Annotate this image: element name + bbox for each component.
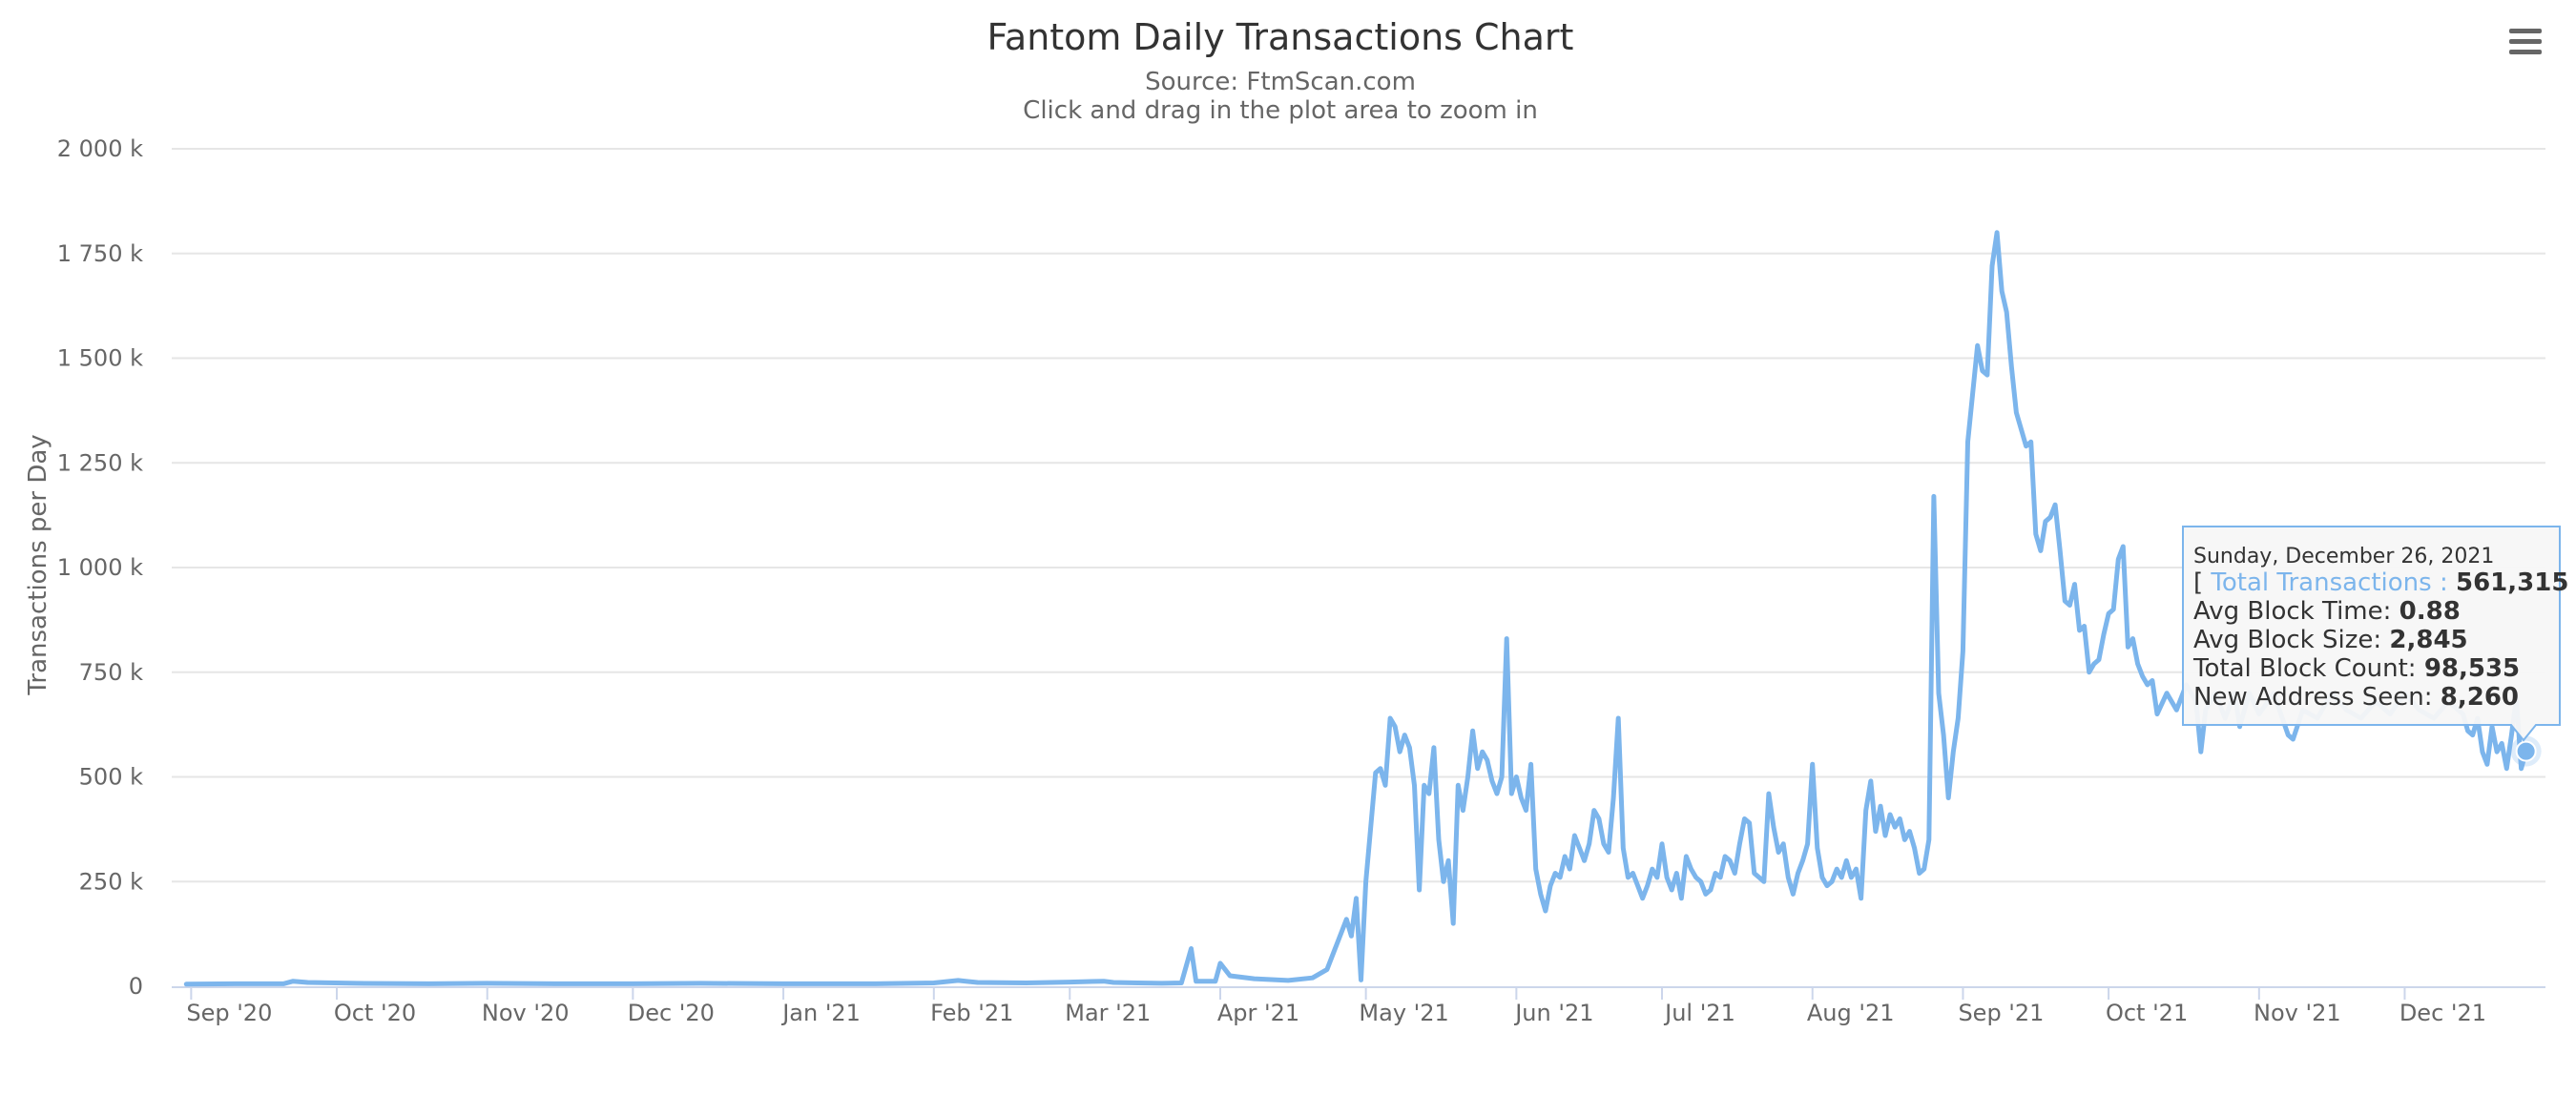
chart-title: Fantom Daily Transactions Chart bbox=[987, 16, 1574, 58]
y-tick-label: 0 bbox=[129, 973, 143, 1000]
tooltip-row: New Address Seen: 8,260 bbox=[2193, 683, 2519, 712]
grid-lines bbox=[172, 148, 2545, 883]
y-tick-label: 500 k bbox=[79, 764, 143, 791]
y-axis-ticks: 0 250 k 500 k 750 k 1 000 k 1 250 k 1 500 k 1 7… bbox=[57, 135, 143, 1000]
hamburger-menu-icon[interactable] bbox=[2503, 19, 2547, 63]
tooltip-open-bracket: [ bbox=[2193, 568, 2211, 597]
x-tick-label: Feb '21 bbox=[930, 1000, 1013, 1026]
x-tick-label: Jan '21 bbox=[780, 1000, 861, 1026]
y-tick-label: 250 k bbox=[79, 868, 143, 895]
tooltip-close-bracket: ] bbox=[2568, 568, 2576, 597]
y-tick-label: 2 000 k bbox=[57, 135, 143, 162]
x-tick-label: May '21 bbox=[1359, 1000, 1448, 1026]
chart-subtitle-hint: Click and drag in the plot area to zoom … bbox=[1023, 96, 1538, 125]
x-tick-label: Nov '21 bbox=[2254, 1000, 2341, 1026]
x-tick-label: Dec '20 bbox=[628, 1000, 715, 1026]
x-tick-label: Apr '21 bbox=[1217, 1000, 1299, 1026]
y-tick-label: 1 000 k bbox=[57, 554, 143, 581]
x-tick-label: Sep '21 bbox=[1958, 1000, 2044, 1026]
tooltip-row: Avg Block Size: 2,845 bbox=[2193, 626, 2468, 654]
tooltip-series-line: [ Total Transactions : 561,315 ] bbox=[2193, 568, 2576, 597]
chart-subtitle-source: Source: FtmScan.com bbox=[1145, 68, 1416, 96]
tooltip-box bbox=[2182, 526, 2561, 742]
x-tick-label: Aug '21 bbox=[1807, 1000, 1895, 1026]
x-tick-label: Jul '21 bbox=[1663, 1000, 1735, 1026]
x-tick-label: Nov '20 bbox=[482, 1000, 570, 1026]
hover-point[interactable] bbox=[2515, 740, 2537, 762]
x-tick-label: Sep '20 bbox=[186, 1000, 272, 1026]
x-tick-label: Jun '21 bbox=[1513, 1000, 1593, 1026]
tooltip: Sunday, December 26, 2021 [ Total Transa… bbox=[2182, 526, 2576, 742]
y-tick-label: 1 250 k bbox=[57, 449, 143, 476]
series-line[interactable] bbox=[183, 230, 2529, 987]
tooltip-series-label: Total Transactions : bbox=[2210, 568, 2456, 597]
x-axis-ticks: Sep '20 Oct '20 Nov '20 Dec '20 Jan '21 Feb '… bbox=[186, 987, 2486, 1026]
x-tick-label: Dec '21 bbox=[2399, 1000, 2486, 1026]
x-tick-label: Oct '21 bbox=[2106, 1000, 2188, 1026]
tooltip-series-value: 561,315 bbox=[2456, 568, 2568, 597]
y-tick-label: 750 k bbox=[79, 659, 143, 686]
tooltip-row: Total Block Count: 98,535 bbox=[2192, 654, 2520, 683]
tooltip-row: Avg Block Time: 0.88 bbox=[2193, 597, 2461, 626]
x-tick-label: Mar '21 bbox=[1065, 1000, 1151, 1026]
y-tick-label: 1 500 k bbox=[57, 345, 143, 372]
x-tick-label: Oct '20 bbox=[334, 1000, 416, 1026]
tooltip-date: Sunday, December 26, 2021 bbox=[2193, 545, 2494, 568]
y-axis-title: Transactions per Day bbox=[24, 434, 52, 695]
y-tick-label: 1 750 k bbox=[57, 240, 143, 267]
